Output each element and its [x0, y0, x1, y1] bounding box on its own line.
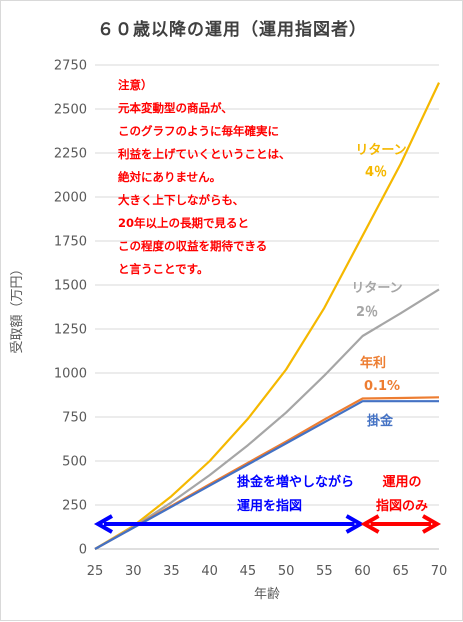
y-tick-label: 1000 — [54, 367, 87, 382]
caution-note-line: この程度の収益を期待できる — [118, 239, 267, 253]
series-labels: リターン 4％ リターン 2％ 年利 0.1% 掛金 — [351, 143, 406, 429]
caution-note-line: 絶対にありません。 — [118, 170, 221, 184]
phase-arrows — [93, 514, 442, 534]
series-label-contrib: 掛金 — [367, 413, 394, 429]
caution-note-line: 利益を上げていくということは、 — [117, 147, 291, 161]
phase2-label-line: 指図のみ — [376, 498, 428, 514]
x-tick-label: 30 — [125, 564, 142, 579]
series-line-ret4 — [94, 82, 440, 550]
x-tick-label: 60 — [354, 564, 371, 579]
y-tick-label: 500 — [62, 455, 87, 470]
x-axis-label: 年齢 — [254, 587, 280, 602]
y-tick-label: 1750 — [54, 235, 87, 250]
phase1-label-line: 掛金を増やしながら — [237, 474, 354, 490]
phase2-arrow — [360, 514, 442, 534]
y-tick-label: 2500 — [54, 103, 87, 118]
series-label-rate01: 0.1% — [364, 379, 400, 394]
y-tick-label: 2000 — [54, 191, 87, 206]
y-tick-label: 250 — [62, 499, 87, 514]
x-tick-label: 70 — [431, 564, 448, 579]
series-label-ret2: リターン — [351, 281, 402, 296]
caution-note: 注意） 元本変動型の商品が、このグラフのように毎年確実に利益を上げていくということ… — [117, 78, 291, 276]
arrow-head-left — [360, 514, 380, 534]
y-tick-label: 0 — [79, 543, 87, 558]
series-line-contrib — [94, 400, 439, 550]
chart-title: ６０歳以降の運用（運用指図者） — [97, 19, 367, 40]
caution-note-line: 大きく上下しながらも、 — [118, 193, 244, 207]
phase1-label-line: 運用を指図 — [237, 498, 302, 514]
y-tick-label: 1250 — [54, 323, 87, 338]
y-axis-ticks: 0 250 500 750 1000 1250 1500 1750 2000 2250 2500 27… — [54, 59, 87, 558]
y-tick-label: 2750 — [54, 59, 87, 74]
x-tick-label: 25 — [87, 564, 104, 579]
phase1-arrow — [93, 514, 365, 534]
caution-note-line: 元本変動型の商品が、 — [118, 101, 233, 115]
y-tick-label: 750 — [62, 411, 87, 426]
y-axis-label: 受取額（万円） — [10, 262, 25, 353]
x-tick-label: 65 — [393, 564, 410, 579]
x-tick-label: 55 — [316, 564, 333, 579]
x-tick-label: 40 — [201, 564, 218, 579]
y-tick-label: 2250 — [54, 147, 87, 162]
arrow-head-left — [93, 514, 113, 534]
y-tick-label: 1500 — [54, 279, 87, 294]
series-label-ret4: リターン — [355, 143, 406, 158]
series-lines — [94, 82, 440, 550]
caution-note-line: と言うことです。 — [118, 262, 209, 276]
series-line-ret2 — [94, 288, 440, 550]
arrow-head-right — [422, 514, 442, 534]
x-tick-label: 50 — [278, 564, 295, 579]
x-tick-label: 45 — [240, 564, 257, 579]
caution-note-line: このグラフのように毎年確実に — [118, 124, 279, 138]
phase2-label-line: 運用の — [382, 475, 421, 490]
series-label-rate01: 年利 — [360, 355, 386, 371]
caution-note-line: 注意） — [118, 78, 153, 92]
series-label-ret2: 2％ — [356, 305, 378, 320]
caution-note-line: 20年以上の長期で見ると — [118, 216, 249, 230]
gridlines — [95, 64, 439, 550]
x-axis-ticks: 25 30 35 40 45 50 55 60 65 70 — [87, 564, 448, 579]
series-label-ret4: 4％ — [365, 165, 387, 180]
x-tick-label: 35 — [163, 564, 180, 579]
